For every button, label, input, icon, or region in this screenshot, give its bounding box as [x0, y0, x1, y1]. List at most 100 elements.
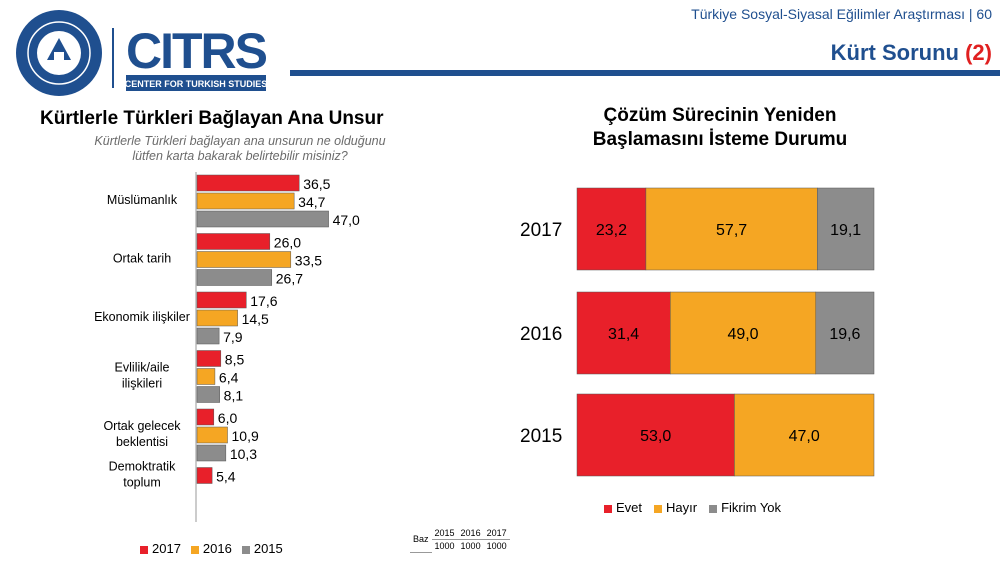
citrs-logo: CITRS CENTER FOR TURKISH STUDIES [125, 23, 269, 91]
left-chart-title: Kürtlerle Türkleri Bağlayan Ana Unsur [40, 108, 384, 129]
legend-label-2015: 2015 [253, 541, 283, 556]
segment-label-2015-evet: 53,0 [640, 428, 671, 445]
bar-label-ortak-tarih-2015: 26,7 [276, 271, 303, 287]
logo-divider [112, 28, 114, 88]
legend-item-hay-r: Hayır [654, 500, 697, 515]
bar-label-ortak-tarih-2017: 26,0 [274, 235, 301, 251]
bar-evlilik-aile-ili-kileri-2017 [196, 350, 222, 367]
base-table: Baz 2015 2016 2017 1000 1000 1000 [410, 527, 510, 553]
bar-ekonomik-ili-kiler-2017 [196, 291, 247, 309]
bar-label-m-sl-manl-k-2016: 34,7 [298, 194, 325, 210]
segment-2016-fikrim-yok [815, 291, 875, 375]
legend-item-2016: 2016 [190, 541, 232, 556]
segment-label-2015-hay-r: 47,0 [789, 428, 820, 445]
bar-label-demoktratik-toplum-2017: 5,4 [216, 469, 236, 485]
segment-2015-hay-r [734, 393, 875, 477]
right-chart-title: Çözüm Sürecinin Yeniden Başlamasını İste… [520, 104, 920, 152]
year-label-2016: 2016 [520, 324, 562, 345]
bar-ortak-tarih-2016 [196, 251, 292, 268]
category-label-evlilik-aile-ili-kileri: Evlilik/aile ilişkileri [115, 361, 170, 391]
category-label-demoktratik-toplum: Demoktratik toplum [109, 460, 176, 490]
legend-item-evet: Evet [604, 500, 642, 515]
legend-swatch-2015 [241, 545, 250, 554]
base-value-2016: 1000 [460, 541, 481, 551]
right-chart-legend: Evet Hayır Fikrim Yok [604, 500, 793, 515]
segment-label-2016-fikrim-yok: 19,6 [829, 326, 860, 343]
right-chart-title-line-1: Çözüm Sürecinin Yeniden [603, 105, 837, 126]
bar-label-m-sl-manl-k-2017: 36,5 [303, 176, 330, 192]
bar-evlilik-aile-ili-kileri-2016 [196, 368, 216, 385]
legend-swatch-2017 [140, 545, 148, 554]
category-label-ortak-tarih: Ortak tarih [113, 252, 171, 266]
bar-label-ortak-gelecek-beklentisi-2017: 6,0 [218, 410, 238, 426]
segment-label-2017-fikrim-yok: 19,1 [830, 222, 861, 239]
category-label-m-sl-manl-k: Müslümanlık [107, 193, 178, 207]
bar-label-evlilik-aile-ili-kileri-2017: 8,5 [225, 352, 245, 368]
legend-swatch-fikrim-yok [709, 504, 718, 513]
bar-label-ekonomik-ili-kiler-2017: 17,6 [250, 293, 277, 309]
legend-label-2017: 2017 [152, 541, 181, 556]
base-year-2015: 2015 [431, 527, 458, 540]
bar-label-ekonomik-ili-kiler-2015: 7,9 [223, 329, 243, 345]
legend-swatch-evet [604, 504, 612, 513]
legend-label-evet: Evet [616, 500, 643, 515]
left-chart-question: Kürtlerle Türkleri bağlayan ana unsurun … [40, 134, 440, 164]
bar-label-m-sl-manl-k-2015: 47,0 [333, 212, 360, 228]
segment-2015-evet [576, 393, 735, 477]
svg-text:CITRS: CITRS [126, 23, 267, 79]
segment-2017-hay-r [645, 187, 818, 271]
year-label-2017: 2017 [520, 220, 562, 241]
left-chart-question-line-1: Kürtlerle Türkleri bağlayan ana unsurun … [94, 134, 386, 148]
legend-label-2016: 2016 [202, 541, 232, 556]
report-title: Türkiye Sosyal-Siyasal Eğilimler Araştır… [691, 6, 992, 22]
segment-2017-fikrim-yok [817, 187, 875, 271]
base-table-label: Baz [410, 527, 432, 553]
base-year-2016: 2016 [457, 527, 484, 540]
year-label-2015: 2015 [520, 426, 562, 447]
legend-swatch-2016 [190, 545, 199, 554]
segment-label-2016-hay-r: 49,0 [727, 326, 758, 343]
bar-ortak-tarih-2015 [196, 269, 273, 286]
segment-2016-evet [576, 291, 671, 375]
header-rule [290, 70, 1000, 76]
bar-ortak-tarih-2017 [196, 233, 271, 250]
bar-ekonomik-ili-kiler-2016 [196, 309, 238, 327]
bar-m-sl-manl-k-2016 [196, 192, 295, 210]
base-year-2017: 2017 [483, 527, 510, 540]
legend-label-fikrim-yok: Fikrim Yok [721, 500, 782, 515]
left-chart-legend: 2017 2016 2015 [140, 541, 293, 556]
bar-demoktratik-toplum-2017 [196, 467, 213, 484]
bar-label-evlilik-aile-ili-kileri-2015: 8,1 [224, 388, 244, 404]
legend-swatch-hay-r [654, 504, 663, 513]
bar-evlilik-aile-ili-kileri-2015 [196, 386, 220, 403]
page-heading: Kürt Sorunu (2) [831, 40, 992, 66]
category-label-ekonomik-ili-kiler: Ekonomik ilişkiler [94, 310, 190, 324]
base-value-2015: 1000 [434, 541, 455, 551]
bar-label-ekonomik-ili-kiler-2016: 14,5 [242, 311, 269, 327]
bar-ortak-gelecek-beklentisi-2016 [196, 426, 228, 444]
page-heading-number: (2) [965, 40, 992, 65]
bar-label-ortak-gelecek-beklentisi-2015: 10,3 [230, 446, 257, 462]
legend-label-hay-r: Hayır [666, 500, 698, 515]
left-bar-chart: Müslümanlık 36,5 34,7 47,0 Ortak tarih 26,0 33… [94, 172, 360, 522]
category-label-ortak-gelecek-beklentisi: Ortak gelecek beklentisi [103, 419, 181, 449]
legend-item-2017: 2017 [140, 541, 181, 556]
bar-label-ortak-tarih-2016: 33,5 [295, 253, 322, 269]
bar-m-sl-manl-k-2015 [196, 210, 329, 228]
bar-ortak-gelecek-beklentisi-2015 [196, 444, 227, 462]
legend-item-2015: 2015 [241, 541, 283, 556]
bar-label-ortak-gelecek-beklentisi-2016: 10,9 [232, 428, 259, 444]
right-stacked-bar-chart: 2017 23,2 57,7 19,1 2016 31,4 49,0 19,6 2015 53,0… [520, 187, 875, 477]
legend-item-fikrim-yok: Fikrim Yok [709, 500, 781, 515]
segment-label-2017-hay-r: 57,7 [716, 222, 747, 239]
bar-m-sl-manl-k-2017 [196, 174, 300, 192]
segment-label-2016-evet: 31,4 [608, 326, 639, 343]
segment-label-2017-evet: 23,2 [596, 222, 627, 239]
page-heading-text: Kürt Sorunu [830, 40, 959, 65]
bar-ortak-gelecek-beklentisi-2017 [196, 408, 215, 426]
bar-label-evlilik-aile-ili-kileri-2016: 6,4 [219, 370, 239, 386]
base-value-2017: 1000 [486, 541, 507, 551]
segment-2016-hay-r [670, 291, 817, 375]
svg-text:CENTER FOR TURKISH STUDIES: CENTER FOR TURKISH STUDIES [125, 79, 268, 89]
segment-2017-evet [576, 187, 647, 271]
